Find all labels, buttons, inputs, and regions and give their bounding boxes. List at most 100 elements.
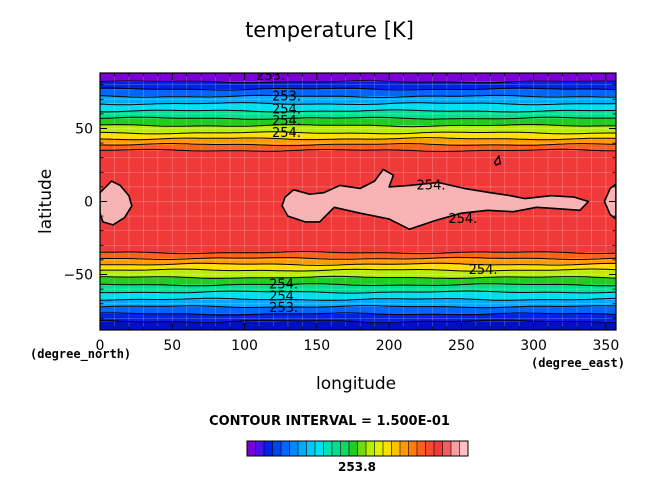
contour-label-3: 254. [272,114,301,129]
temperature-band-20 [100,306,616,314]
y-tick-label-0: −50 [63,268,93,284]
contour-line-16 [100,283,616,287]
contour-line-12 [100,256,616,260]
colorbar-swatch-18 [400,441,409,456]
x-tick-label-5: 250 [448,338,475,354]
contour-line-11 [100,251,616,255]
contour-line-1 [100,87,616,91]
contour-label-9: 254. [269,289,298,304]
contour-label-6: 254. [448,212,477,227]
colorbar-label: 253.8 [338,460,376,474]
contour-line-21 [100,319,616,323]
x-tick-label-2: 100 [231,338,258,354]
contour-line-9 [100,143,616,147]
colorbar-swatch-21 [425,441,435,456]
colorbar-swatch-1 [255,441,265,456]
temperature-band-13 [100,258,616,265]
x-axis-label: longitude [316,374,397,394]
colorbar-swatch-9 [323,441,333,456]
x-tick-label-6: 300 [520,338,547,354]
colorbar-swatch-15 [374,441,384,456]
colorbar-swatch-24 [451,441,460,456]
colorbar-swatch-14 [366,441,375,456]
contour-interval-text: CONTOUR INTERVAL = 1.500E-01 [209,414,450,429]
temperature-band-16 [100,277,616,285]
colorbar-swatch-16 [383,441,392,456]
contour-line-19 [100,305,616,309]
temperature-band-18 [100,292,616,300]
temperature-band-2 [100,89,616,97]
x-tick-label-7: 350 [593,338,620,354]
colorbar-swatch-22 [434,441,443,456]
temperature-band-0 [100,73,616,82]
contour-line-3 [100,102,616,106]
temperature-band-6 [100,118,616,126]
small-contour-0 [493,154,502,166]
contour-line-10 [100,148,616,153]
colorbar-swatch-20 [417,441,426,456]
x-tick-label-1: 50 [163,338,181,354]
contour-label-1: 253. [272,89,301,104]
contour-line-15 [100,275,616,279]
contour-line-4 [100,109,616,113]
y-tick-label-1: 0 [84,195,93,211]
warm-region-1 [281,168,590,230]
colorbar-swatch-4 [281,441,290,456]
x-tick-label-3: 150 [303,338,330,354]
contour-label-2: 254. [272,103,301,118]
colorbar-swatch-3 [272,441,282,456]
contour-line-2 [100,94,616,99]
temperature-band-8 [100,132,616,139]
colorbar-swatch-2 [264,441,273,456]
temperature-band-10 [100,144,616,151]
contour-line-0 [100,80,616,84]
contour-line-6 [100,124,616,128]
colorbar-swatch-25 [459,441,469,456]
colorbar-swatch-19 [408,441,418,456]
colorbar-swatch-11 [340,441,350,456]
contour-line-7 [100,131,616,135]
contour-line-17 [100,290,616,294]
y-axis-label: latitude [36,168,56,234]
contour-label-8: 254. [269,278,298,293]
x-tick-label-0: 0 [96,338,105,354]
temperature-band-12 [100,252,616,259]
temperature-band-21 [100,313,616,322]
warm-region-0 [100,180,133,226]
chart-title: temperature [K] [245,18,414,42]
temperature-band-1 [100,81,616,90]
colorbar-swatch-17 [391,441,401,456]
colorbar-swatch-13 [357,441,367,456]
contour-label-0: 253. [256,69,285,84]
temperature-band-17 [100,284,616,293]
colorbar-swatch-12 [349,441,358,456]
colorbar-swatch-7 [306,441,316,456]
contour-line-20 [100,312,616,316]
temperature-band-5 [100,110,616,119]
temperature-band-4 [100,103,616,111]
contour-line-13 [100,262,616,266]
temperature-band-3 [100,96,616,104]
contour-label-10: 253. [269,301,298,316]
colorbar-frame [246,440,469,457]
temperature-band-7 [100,125,616,133]
y-tick-label-2: 50 [75,121,93,137]
contour-line-5 [100,116,616,120]
colorbar-swatch-10 [332,441,341,456]
contour-label-7: 254. [469,263,498,278]
x-axis-unit: (degree_east) [531,356,625,370]
contour-line-14 [100,268,616,272]
x-tick-label-4: 200 [376,338,403,354]
temperature-band-9 [100,138,616,145]
colorbar-swatch-23 [442,441,452,456]
colorbar-swatch-0 [247,441,256,456]
colorbar-swatch-8 [315,441,324,456]
colorbar-swatch-6 [298,441,307,456]
contour-label-4: 254. [272,126,301,141]
colorbar-swatch-5 [289,441,299,456]
temperature-band-14 [100,264,616,271]
contour-label-5: 254. [417,178,446,193]
temperature-band-19 [100,299,616,307]
contour-line-18 [100,297,616,301]
